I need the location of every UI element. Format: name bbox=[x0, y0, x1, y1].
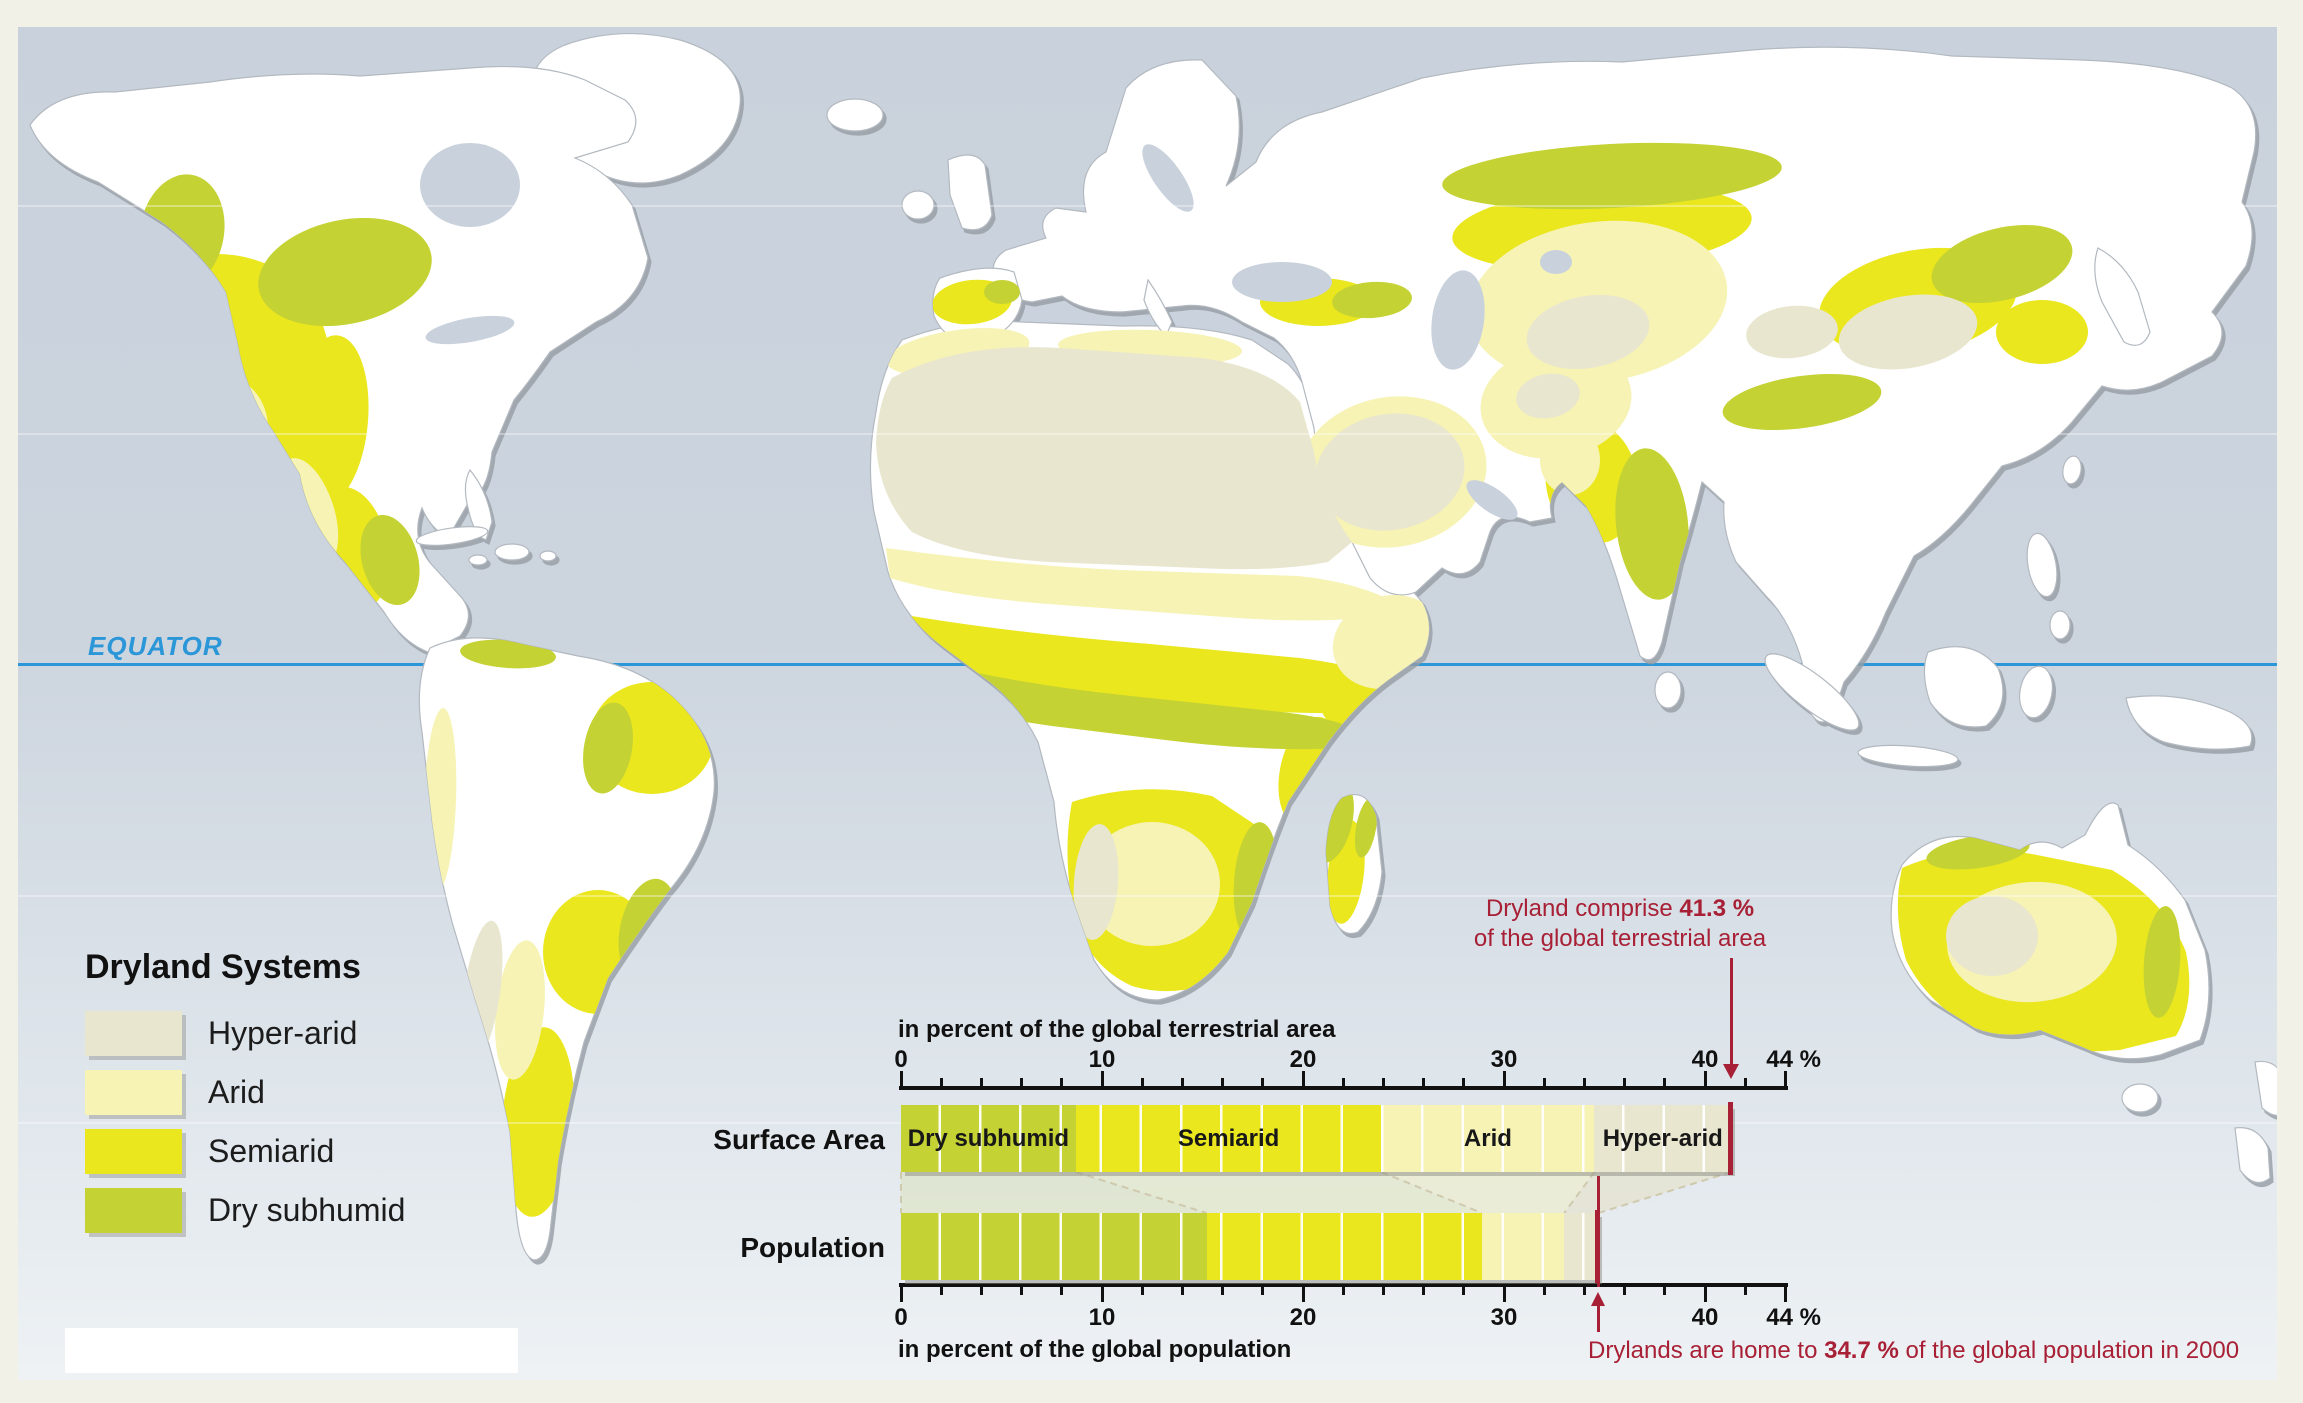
graticule-line bbox=[18, 205, 2277, 207]
semiarid-swatch bbox=[85, 1129, 182, 1174]
legend-item-dry-subhumid: Dry subhumid bbox=[85, 1188, 405, 1233]
legend-item-label: Dry subhumid bbox=[208, 1192, 406, 1228]
legend-item-label: Arid bbox=[208, 1074, 265, 1110]
continent-landmass bbox=[29, 32, 2277, 1261]
legend-item-arid: Arid bbox=[85, 1070, 405, 1115]
legend-item-label: Semiarid bbox=[208, 1133, 335, 1169]
world-map-svg bbox=[18, 32, 2277, 1261]
legend-title: Dryland Systems bbox=[85, 948, 361, 986]
graticule-line bbox=[18, 433, 2277, 435]
dry-subhumid-swatch bbox=[85, 1188, 182, 1233]
legend-item-label: Hyper-arid bbox=[208, 1015, 358, 1051]
hyper-arid-swatch bbox=[85, 1011, 182, 1056]
equator-label: EQUATOR bbox=[88, 631, 223, 661]
legend: Dryland Systems Hyper-arid Arid Semiarid… bbox=[85, 948, 405, 1247]
legend-item-semiarid: Semiarid bbox=[85, 1129, 405, 1174]
inland-seas bbox=[420, 143, 1572, 520]
legend-item-hyper-arid: Hyper-arid bbox=[85, 1011, 405, 1056]
arid-swatch bbox=[85, 1070, 182, 1115]
graticule-line bbox=[18, 895, 2277, 897]
blank-source-box bbox=[65, 1328, 518, 1373]
